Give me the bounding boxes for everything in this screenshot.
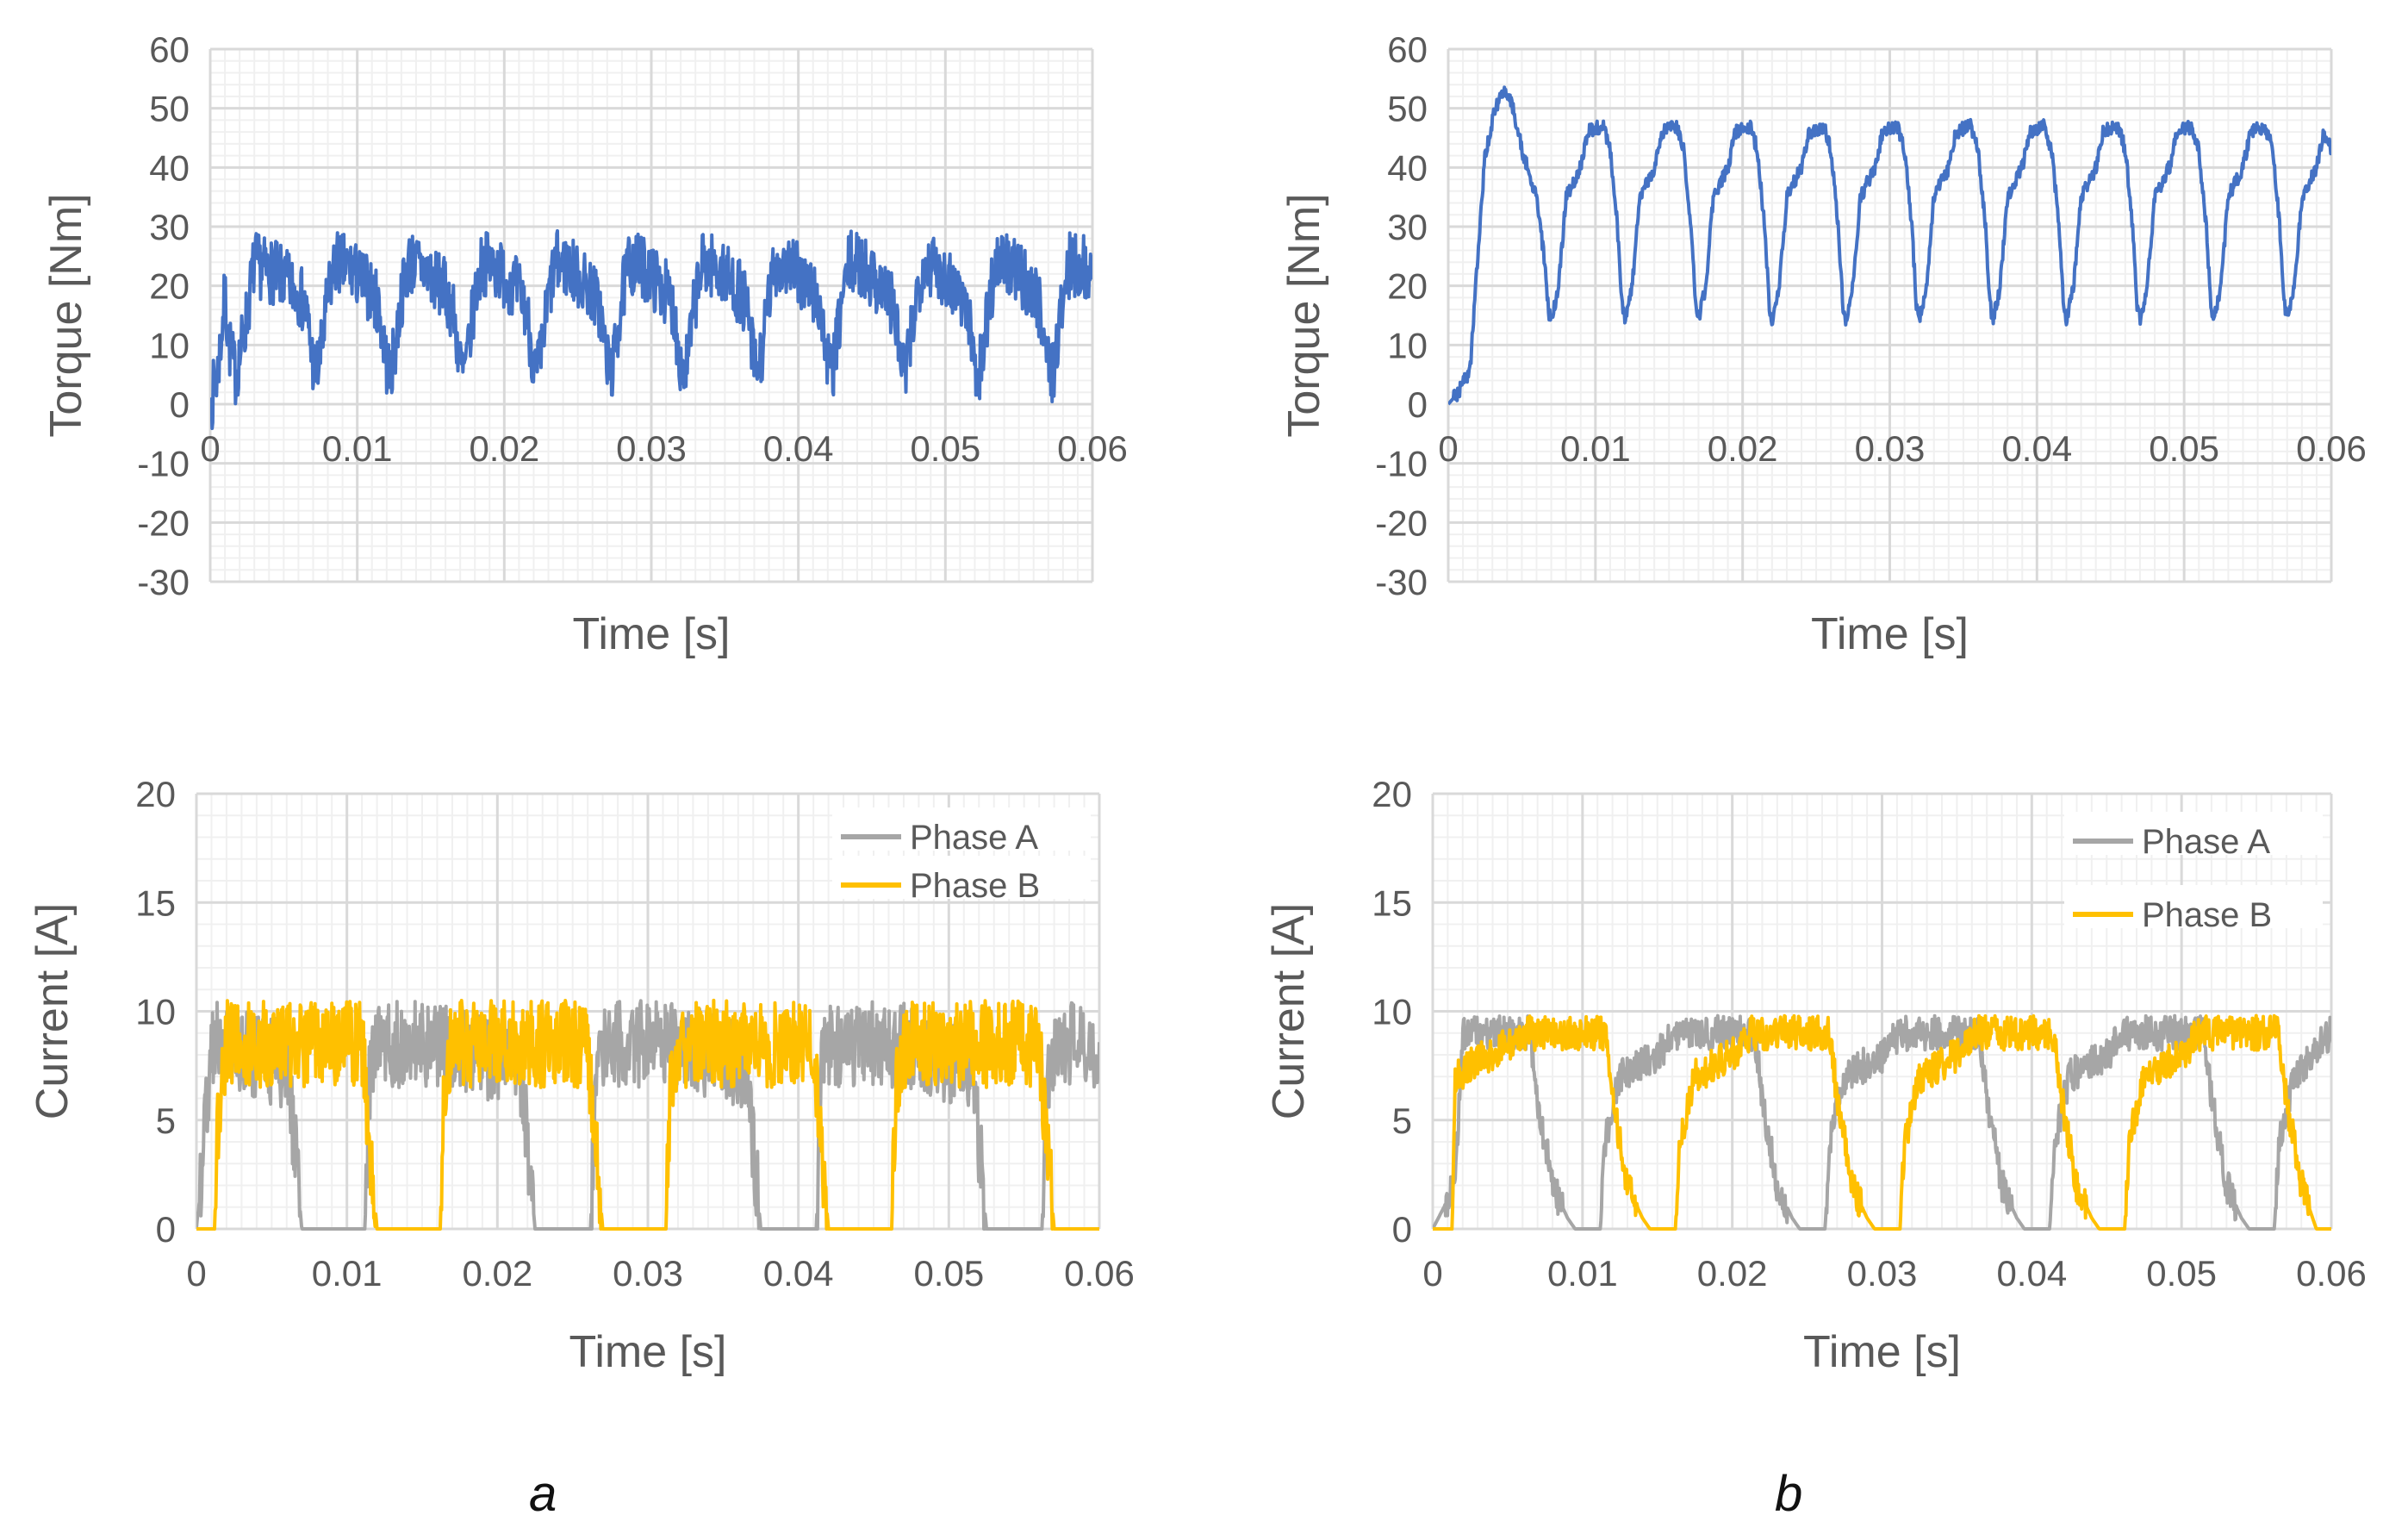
y-tick-label: 15 [1372,882,1412,923]
y-tick-label: 20 [1387,266,1428,307]
x-axis-label: Time [s] [569,1327,727,1377]
legend-bg [2064,812,2323,855]
chart-a-current: 0 5 10 15 20 0 0.01 0.02 0.03 0.04 0.05 0.06 Time [s… [28,774,1135,1377]
y-tick-label: 30 [1387,207,1428,247]
x-tick-label: 0.05 [2149,428,2219,469]
x-tick-label: 0.02 [1708,428,1778,469]
y-tick-label: 20 [149,266,190,307]
y-tick-label: 50 [149,89,190,129]
x-tick-label: 0.05 [2146,1253,2217,1294]
x-tick-label: 0.03 [613,1253,683,1294]
panel-label-a: a [529,1466,557,1522]
y-tick-label: 50 [1387,89,1428,129]
x-axis-label: Time [s] [1803,1327,1961,1377]
y-tick-label: 0 [1408,384,1428,425]
legend-label: Phase A [2142,823,2270,861]
x-tick-label: 0.04 [763,428,834,469]
y-tick-label: 10 [1387,325,1428,365]
legend-bg [832,856,1091,899]
series-line-phase-b [1433,1013,2331,1231]
y-tick-label: -20 [137,502,190,543]
y-tick-label: -10 [1375,444,1428,484]
y-tick-label: 5 [156,1100,176,1141]
x-tick-label: 0 [1438,428,1458,469]
y-tick-label: 10 [149,325,190,365]
x-tick-label: 0.01 [1547,1253,1618,1294]
major-grid [1431,792,2333,1231]
legend-bg [832,807,1091,851]
x-tick-label: 0.06 [2296,1253,2367,1294]
series-line-torque [1448,85,2331,406]
x-tick-label: 0.05 [913,1253,984,1294]
series-line-phase-a [1433,1013,2331,1231]
x-tick-label: 0.06 [1057,428,1128,469]
y-axis-label: Current [A] [28,903,78,1119]
y-tick-label: 15 [135,882,176,923]
y-tick-label: 30 [149,207,190,247]
y-tick-label: 0 [170,384,190,425]
x-tick-label: 0.01 [322,428,393,469]
y-tick-label: 20 [135,774,176,814]
y-tick-label: 10 [1372,992,1412,1032]
legend-label: Phase B [2142,896,2272,934]
legend: Phase A Phase B [2064,812,2323,934]
y-tick-label: -10 [137,444,190,484]
x-tick-label: 0.06 [1064,1253,1135,1294]
legend-label: Phase B [910,867,1040,905]
y-tick-label: 10 [135,992,176,1032]
x-tick-label: 0.01 [312,1253,383,1294]
y-tick-label: -30 [1375,562,1428,602]
x-tick-label: 0.02 [1697,1253,1768,1294]
y-tick-label: 20 [1372,774,1412,814]
x-tick-label: 0.06 [2296,428,2367,469]
legend-label: Phase A [910,819,1038,857]
series-line-phase-b [196,998,1099,1231]
y-tick-label: 5 [1392,1100,1412,1141]
y-tick-label: -30 [137,562,190,602]
x-tick-label: 0.01 [1560,428,1631,469]
x-tick-label: 0.03 [616,428,687,469]
y-tick-label: 60 [149,29,190,70]
x-tick-label: 0.03 [1855,428,1926,469]
x-axis-label: Time [s] [1811,609,1969,659]
x-tick-label: 0 [1422,1253,1442,1294]
x-tick-label: 0 [200,428,220,469]
y-tick-label: 0 [1392,1209,1412,1250]
x-axis-label: Time [s] [573,609,731,659]
y-tick-label: 0 [156,1209,176,1250]
series-line-torque [210,228,1092,431]
chart-b-current: 0 5 10 15 20 0 0.01 0.02 0.03 0.04 0.05 0.06 Time [s… [1264,774,2367,1377]
x-tick-label: 0 [186,1253,206,1294]
x-tick-label: 0.03 [1847,1253,1918,1294]
legend-bg [2064,885,2323,928]
x-tick-label: 0.02 [462,1253,532,1294]
y-axis-label: Torque [Nm] [1279,193,1329,437]
x-tick-label: 0.02 [469,428,539,469]
y-tick-label: -20 [1375,502,1428,543]
panel-label-b: b [1775,1466,1803,1522]
y-axis-label: Current [A] [1264,903,1314,1119]
legend: Phase A Phase B [832,807,1091,905]
x-tick-label: 0.05 [910,428,980,469]
y-axis-label: Torque [Nm] [41,193,91,437]
y-tick-label: 60 [1387,29,1428,70]
major-grid [1447,47,2333,583]
x-tick-label: 0.04 [763,1253,834,1294]
x-tick-label: 0.04 [1996,1253,2067,1294]
y-tick-label: 40 [149,147,190,188]
x-tick-label: 0.04 [2001,428,2072,469]
y-tick-label: 40 [1387,147,1428,188]
